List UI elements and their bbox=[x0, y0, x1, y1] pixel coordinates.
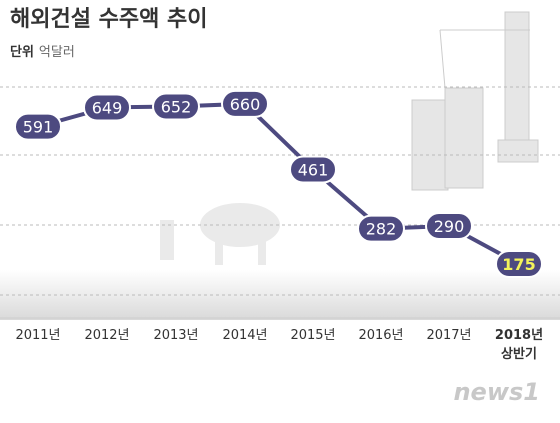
unit: 단위 억달러 bbox=[10, 44, 75, 60]
x-tick-label: 2015년 bbox=[290, 328, 336, 343]
value-pill bbox=[83, 93, 131, 122]
x-tick-label: 2013년 bbox=[153, 328, 199, 343]
camel-illustration bbox=[160, 203, 280, 265]
value-label: 660 bbox=[230, 95, 261, 114]
x-tick-label: 2016년 bbox=[358, 328, 404, 343]
value-pill bbox=[14, 112, 62, 141]
ground bbox=[0, 270, 560, 320]
value-label: 649 bbox=[92, 98, 123, 117]
value-label: 652 bbox=[161, 97, 192, 116]
x-tick-label: 2014년 bbox=[222, 328, 268, 343]
value-label: 461 bbox=[298, 161, 329, 180]
value-pill bbox=[425, 211, 473, 240]
value-pill bbox=[495, 249, 543, 278]
value-pill bbox=[221, 89, 269, 118]
value-label: 175 bbox=[502, 255, 535, 274]
value-label: 591 bbox=[23, 118, 54, 137]
value-pill bbox=[152, 92, 200, 121]
x-tick-label: 2017년 bbox=[426, 328, 472, 343]
value-pill bbox=[289, 155, 337, 184]
unit-text: 억달러 bbox=[39, 45, 75, 60]
chart-title: 해외건설 수주액 추이 bbox=[10, 7, 207, 32]
x-tick-label: 2018년 상반기 bbox=[494, 328, 544, 362]
x-tick-label: 2011년 bbox=[15, 328, 61, 343]
value-pill bbox=[357, 214, 405, 243]
watermark: news1 bbox=[453, 378, 540, 406]
value-label: 282 bbox=[366, 220, 397, 239]
unit-label: 단위 bbox=[10, 44, 34, 60]
value-label: 290 bbox=[434, 217, 465, 236]
x-tick-label: 2012년 bbox=[84, 328, 130, 343]
building-illustration bbox=[411, 11, 539, 191]
